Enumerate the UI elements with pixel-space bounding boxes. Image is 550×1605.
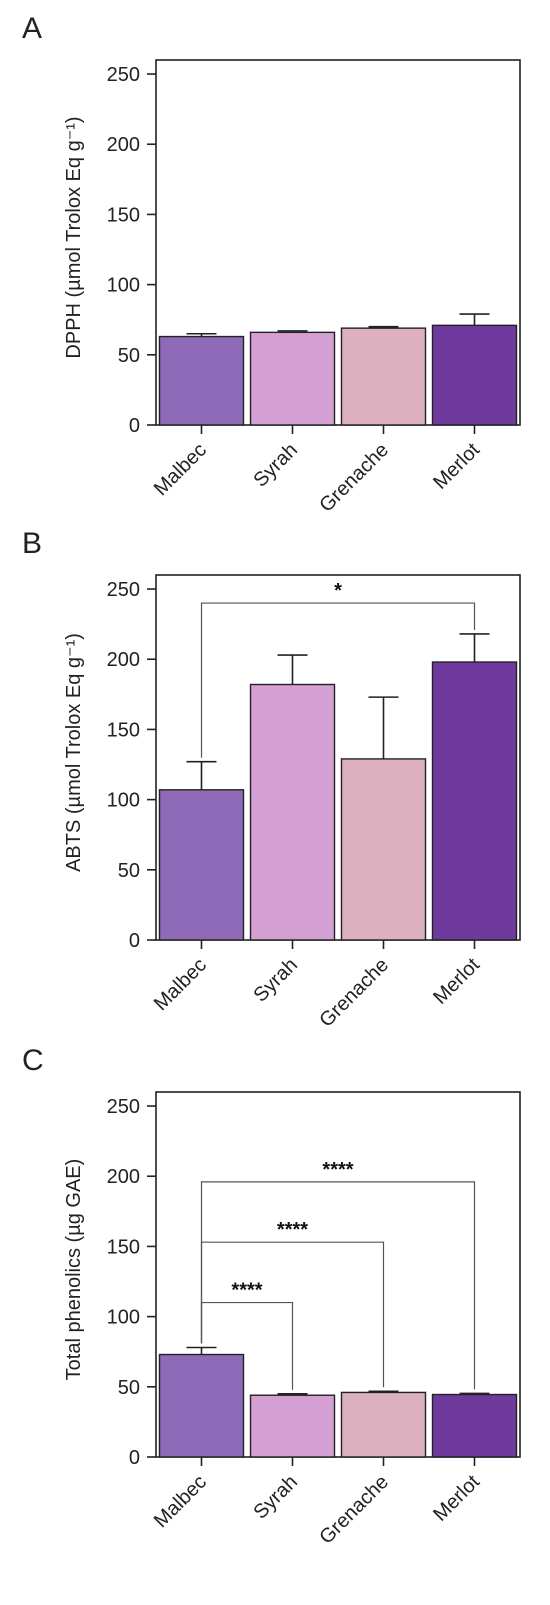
y-tick-label: 250 [107, 1096, 140, 1118]
x-tick-label: Grenache [315, 1471, 393, 1549]
panel-label: A [22, 12, 43, 45]
significance-label: * [334, 580, 342, 602]
y-tick-label: 200 [107, 134, 140, 156]
x-tick-label: Malbec [150, 439, 211, 500]
y-tick-label: 250 [107, 64, 140, 86]
y-axis-label: Total phenolics (µg GAE) [63, 1159, 85, 1381]
panel-c: C 0 50 100 150 200 250 Total phenolics (µg GAE… [0, 1032, 550, 1567]
plot-frame [155, 1091, 521, 1458]
x-tick-label: Malbec [150, 954, 211, 1015]
y-tick-label: 0 [129, 930, 140, 952]
bar [249, 331, 336, 426]
significance-label: **** [322, 1159, 353, 1181]
y-axis-label: DPPH (µmol Trolox Eq g⁻¹) [63, 116, 85, 358]
y-tick-label: 200 [107, 649, 140, 671]
bar [249, 683, 336, 941]
y-tick-label: 100 [107, 790, 140, 812]
bar [340, 1391, 427, 1458]
bar [431, 324, 518, 426]
y-tick-label: 200 [107, 1166, 140, 1188]
bar [340, 327, 427, 426]
panel-a: A 0 50 100 150 200 250 DPPH (µmol Trolox Eq g⁻… [0, 0, 550, 535]
bar [431, 661, 518, 941]
bar [249, 1394, 336, 1458]
significance-bracket [200, 1181, 476, 1390]
chart-total-phenolics: 0 50 100 150 200 250 Total phenolics (µg GAE) M… [63, 1091, 521, 1549]
y-tick-label: 100 [107, 1307, 140, 1329]
bar [431, 1393, 518, 1458]
y-tick-label: 150 [107, 204, 140, 226]
y-tick-label: 100 [107, 275, 140, 297]
plot-frame [155, 574, 521, 941]
y-tick-label: 0 [129, 1447, 140, 1469]
y-tick-label: 150 [107, 1236, 140, 1258]
x-tick-label: Grenache [315, 439, 393, 517]
significance-bracket [200, 602, 476, 758]
x-tick-label: Merlot [429, 954, 484, 1009]
y-tick-label: 0 [129, 415, 140, 437]
x-tick-label: Grenache [315, 954, 393, 1032]
x-tick-label: Syrah [250, 1471, 303, 1524]
significance-label: **** [231, 1280, 262, 1302]
bar [340, 758, 427, 941]
bar [158, 335, 245, 426]
significance-label: **** [277, 1219, 308, 1241]
x-tick-label: Syrah [250, 954, 303, 1007]
x-tick-label: Syrah [250, 439, 303, 492]
panel-label: C [22, 1044, 44, 1077]
y-tick-label: 50 [118, 860, 140, 882]
x-tick-label: Merlot [429, 1471, 484, 1526]
y-tick-label: 150 [107, 719, 140, 741]
plot-frame [155, 59, 521, 426]
chart-dpph: 0 50 100 150 200 250 DPPH (µmol Trolox Eq g⁻¹)… [63, 59, 521, 517]
x-tick-label: Malbec [150, 1471, 211, 1532]
panel-b: B 0 50 100 150 200 250 ABTS (µmol Trolox Eq g⁻… [0, 515, 550, 1050]
bar [158, 789, 245, 941]
y-tick-label: 50 [118, 345, 140, 367]
y-tick-label: 50 [118, 1377, 140, 1399]
y-tick-label: 250 [107, 579, 140, 601]
chart-abts: 0 50 100 150 200 250 ABTS (µmol Trolox Eq g⁻¹)… [63, 574, 521, 1032]
y-axis-label: ABTS (µmol Trolox Eq g⁻¹) [63, 633, 85, 872]
panel-label: B [22, 527, 43, 560]
bar [158, 1353, 245, 1458]
x-tick-label: Merlot [429, 439, 484, 494]
